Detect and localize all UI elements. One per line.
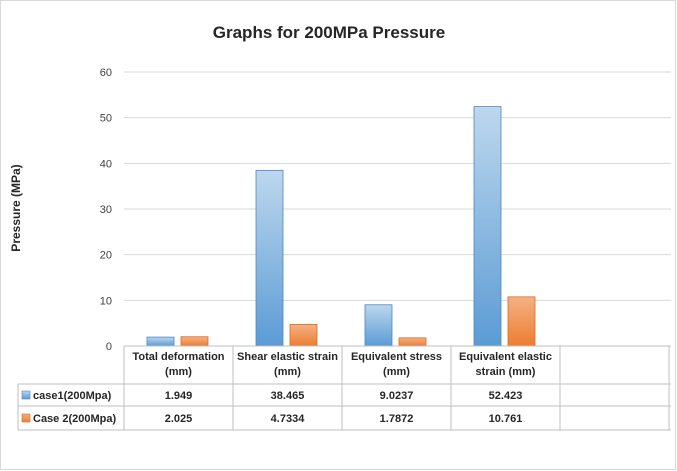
- bar-series1-2: [255, 169, 284, 347]
- category-label: Shear elastic strain: [237, 351, 338, 363]
- bar-series2-4: [507, 296, 536, 347]
- y-tick-label: 40: [100, 158, 112, 170]
- data-label: 38.465: [271, 390, 305, 402]
- category-label: Equivalent stress: [351, 351, 442, 363]
- y-tick-label: 30: [100, 204, 112, 216]
- data-label: 2.025: [165, 413, 193, 425]
- category-label: Equivalent elastic: [459, 351, 552, 363]
- y-tick-label: 60: [100, 67, 112, 79]
- category-label: (mm): [383, 366, 410, 378]
- legend-swatch-series1: [21, 390, 31, 400]
- data-label: 10.761: [489, 413, 523, 425]
- chart-title: Graphs for 200MPa Pressure: [213, 23, 445, 42]
- data-label: 52.423: [489, 390, 523, 402]
- legend-swatch-series2: [21, 413, 31, 423]
- data-label: 1.949: [165, 390, 193, 402]
- data-label: 9.0237: [380, 390, 414, 402]
- y-axis-label: Pressure (MPa): [9, 164, 23, 251]
- category-label: (mm): [274, 366, 301, 378]
- bar-series2-3: [398, 337, 427, 347]
- y-tick-label: 10: [100, 295, 112, 307]
- y-tick-label: 50: [100, 113, 112, 125]
- bar-series1-1: [146, 336, 175, 347]
- bar-series2-1: [180, 336, 209, 347]
- category-label: (mm): [165, 366, 192, 378]
- data-table: Total deformation (mm) Shear elastic strai…: [17, 345, 671, 431]
- data-label: 1.7872: [380, 413, 414, 425]
- category-label: strain (mm): [476, 366, 536, 378]
- data-label: 4.7334: [271, 413, 306, 425]
- gridlines: [124, 71, 671, 347]
- bar-series1-4: [473, 106, 502, 347]
- legend-label-series1: case1(200Mpa): [33, 390, 112, 402]
- bars: [146, 106, 536, 347]
- bar-series1-3: [364, 304, 393, 347]
- bar-series2-2: [289, 323, 318, 347]
- legend-label-series2: Case 2(200Mpa): [33, 413, 116, 425]
- y-tick-label: 20: [100, 250, 112, 262]
- y-tick-labels: 0 10 20 30 40 50 60: [100, 67, 112, 353]
- category-label: Total deformation: [132, 351, 224, 363]
- y-tick-label: 0: [106, 341, 112, 353]
